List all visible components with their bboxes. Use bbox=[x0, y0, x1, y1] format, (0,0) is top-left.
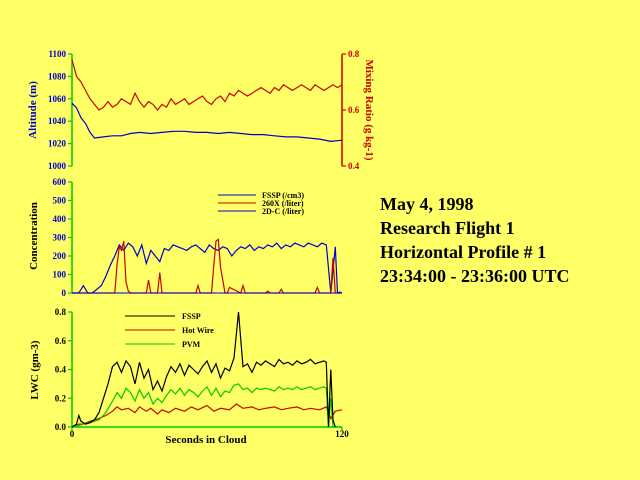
y-tick-label: 100 bbox=[53, 270, 67, 280]
legend-label: FSSP bbox=[182, 312, 201, 321]
y-tick-label: 0.2 bbox=[55, 393, 67, 403]
legend-label: 2D-C (/liter) bbox=[262, 207, 304, 216]
panel3-legend: FSSP Hot Wire PVM bbox=[125, 312, 214, 349]
panel3-yticks: 0.0 0.2 0.4 0.6 0.8 bbox=[55, 307, 72, 432]
legend-label: Hot Wire bbox=[182, 326, 214, 335]
series-pvm-lwc-line bbox=[71, 383, 342, 428]
flight-date: May 4, 1998 bbox=[380, 194, 474, 214]
legend-label: FSSP (/cm3) bbox=[262, 191, 304, 200]
legend-label: PVM bbox=[182, 340, 201, 349]
panel-altitude: 1000 1020 1040 1060 1080 1100 0.4 0.6 0.8 Altit… bbox=[27, 49, 375, 171]
y-tick-label: 1020 bbox=[48, 139, 67, 149]
panel1-y2label: Mixing Ratio (g kg-1) bbox=[363, 59, 375, 160]
series-fssp-lwc-line bbox=[71, 311, 336, 428]
panel1-y2ticks: 0.4 0.6 0.8 bbox=[342, 49, 360, 171]
y-tick-label: 0.6 bbox=[348, 105, 360, 115]
panel2-legend: FSSP (/cm3)260X (/liter)2D-C (/liter) bbox=[218, 191, 304, 216]
flight-info: May 4, 1998 Research Flight 1 Horizontal… bbox=[380, 192, 569, 288]
panel3-xticks: 0 120 bbox=[70, 427, 349, 439]
series-mixing-ratio-line bbox=[71, 59, 343, 111]
y-tick-label: 400 bbox=[53, 214, 67, 224]
x-tick-label: 120 bbox=[335, 429, 349, 439]
y-tick-label: 500 bbox=[53, 196, 67, 206]
panel2-yticks: 0 100 200 300 400 500 600 bbox=[53, 177, 72, 298]
panel1-ylabel: Altitude (m) bbox=[27, 81, 39, 139]
y-tick-label: 0 bbox=[62, 288, 67, 298]
y-tick-label: 600 bbox=[53, 177, 67, 187]
panel-concentration: 0 100 200 300 400 500 600 Concentration FSSP (… bbox=[28, 177, 343, 298]
y-tick-label: 1040 bbox=[48, 116, 67, 126]
panel-lwc: 0.0 0.2 0.4 0.6 0.8 0 120 LWC (gm-3) Seconds … bbox=[29, 307, 349, 446]
series-altitude-line bbox=[71, 102, 343, 143]
y-tick-label: 1000 bbox=[48, 161, 67, 171]
series-fssp-concentration-line bbox=[72, 242, 343, 294]
panel3-ylabel: LWC (gm-3) bbox=[29, 340, 41, 400]
series-260x-concentration-line bbox=[72, 238, 342, 294]
x-tick-label: 0 bbox=[70, 429, 75, 439]
flight-time: 23:34:00 - 23:36:00 UTC bbox=[380, 266, 570, 286]
panel3-xlabel: Seconds in Cloud bbox=[165, 434, 246, 446]
y-tick-label: 1100 bbox=[48, 49, 66, 59]
y-tick-label: 1060 bbox=[48, 94, 67, 104]
y-tick-label: 1080 bbox=[48, 71, 67, 81]
y-tick-label: 0.8 bbox=[348, 49, 360, 59]
flight-profile: Horizontal Profile # 1 bbox=[380, 242, 547, 262]
y-tick-label: 0.4 bbox=[55, 365, 67, 375]
legend-label: 260X (/liter) bbox=[262, 199, 304, 208]
y-tick-label: 0.8 bbox=[55, 307, 67, 317]
panel1-yticks: 1000 1020 1040 1060 1080 1100 bbox=[48, 49, 72, 171]
series-hotwire-lwc-line bbox=[71, 403, 343, 428]
y-tick-label: 300 bbox=[53, 233, 67, 243]
panel2-ylabel: Concentration bbox=[28, 202, 40, 270]
y-tick-label: 0.0 bbox=[55, 422, 67, 432]
y-tick-label: 200 bbox=[53, 251, 67, 261]
y-tick-label: 0.4 bbox=[348, 161, 360, 171]
y-tick-label: 0.6 bbox=[55, 336, 67, 346]
flight-name: Research Flight 1 bbox=[380, 218, 515, 238]
